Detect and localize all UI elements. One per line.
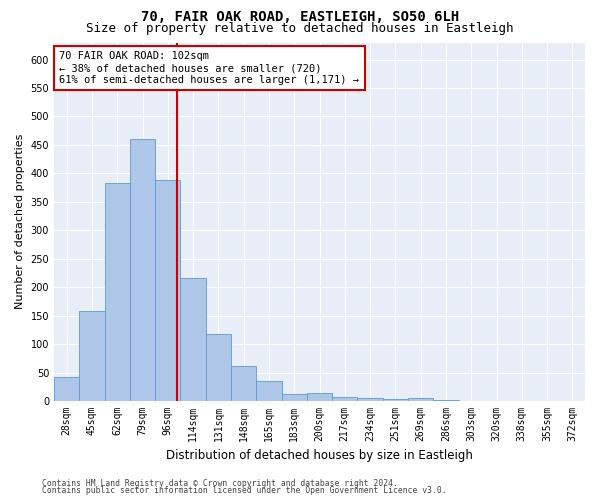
Text: Size of property relative to detached houses in Eastleigh: Size of property relative to detached ho… [86, 22, 514, 35]
Text: Contains HM Land Registry data © Crown copyright and database right 2024.: Contains HM Land Registry data © Crown c… [42, 478, 398, 488]
Bar [256, 381, 281, 401]
Text: 70 FAIR OAK ROAD: 102sqm
← 38% of detached houses are smaller (720)
61% of semi-: 70 FAIR OAK ROAD: 102sqm ← 38% of detach… [59, 52, 359, 84]
Bar [358, 398, 383, 401]
Bar [332, 396, 358, 401]
Bar [307, 393, 332, 401]
Text: 70, FAIR OAK ROAD, EASTLEIGH, SO50 6LH: 70, FAIR OAK ROAD, EASTLEIGH, SO50 6LH [141, 10, 459, 24]
Bar [408, 398, 433, 401]
Bar [181, 278, 206, 401]
Bar [130, 140, 155, 401]
Text: Contains public sector information licensed under the Open Government Licence v3: Contains public sector information licen… [42, 486, 446, 495]
Bar [206, 334, 231, 401]
Bar [104, 183, 130, 401]
Bar [383, 400, 408, 401]
Bar [433, 400, 458, 401]
Bar [79, 311, 104, 401]
X-axis label: Distribution of detached houses by size in Eastleigh: Distribution of detached houses by size … [166, 450, 473, 462]
Bar [281, 394, 307, 401]
Bar [54, 377, 79, 401]
Bar [155, 180, 181, 401]
Bar [231, 366, 256, 401]
Y-axis label: Number of detached properties: Number of detached properties [15, 134, 25, 310]
